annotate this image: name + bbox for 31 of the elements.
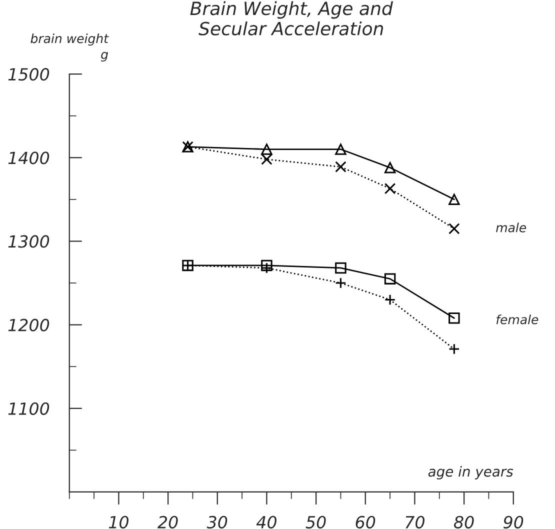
- y-tick-label: 1400: [8, 152, 50, 164]
- x-tick-label: 30: [206, 516, 228, 528]
- x-tick-label: 70: [406, 516, 424, 528]
- y-tick-label: 1100: [8, 402, 50, 415]
- point: [384, 162, 396, 174]
- point: [384, 182, 396, 194]
- point: [261, 144, 272, 155]
- y-tick-label: 1300: [8, 235, 50, 248]
- point: [384, 273, 396, 284]
- chart-title: Brain Weight, Age and Secular Acceleration: [190, 1, 394, 36]
- x-tick-label: 10: [108, 516, 128, 528]
- point: [261, 154, 272, 165]
- x-tick-label: 60: [356, 516, 376, 528]
- x-tick-label: 20: [158, 516, 178, 528]
- annotation: male: [496, 222, 526, 232]
- x-tick-label: 40: [256, 516, 276, 528]
- point: [335, 144, 346, 155]
- point: [448, 194, 460, 206]
- point: [448, 312, 460, 324]
- x-tick-label: 80: [454, 516, 474, 528]
- y-tick-label: 1200: [8, 318, 50, 332]
- x-tick-label: 50: [306, 516, 326, 528]
- y-tick-label: 1500: [8, 68, 50, 81]
- x-axis-title: age in years: [428, 466, 514, 480]
- y-axis-title: brain weight g: [30, 34, 109, 62]
- point: [335, 161, 346, 172]
- point: [448, 223, 460, 234]
- point: [261, 260, 272, 272]
- x-tick-label: 90: [504, 516, 524, 528]
- annotation: female: [496, 314, 538, 324]
- point: [335, 262, 346, 274]
